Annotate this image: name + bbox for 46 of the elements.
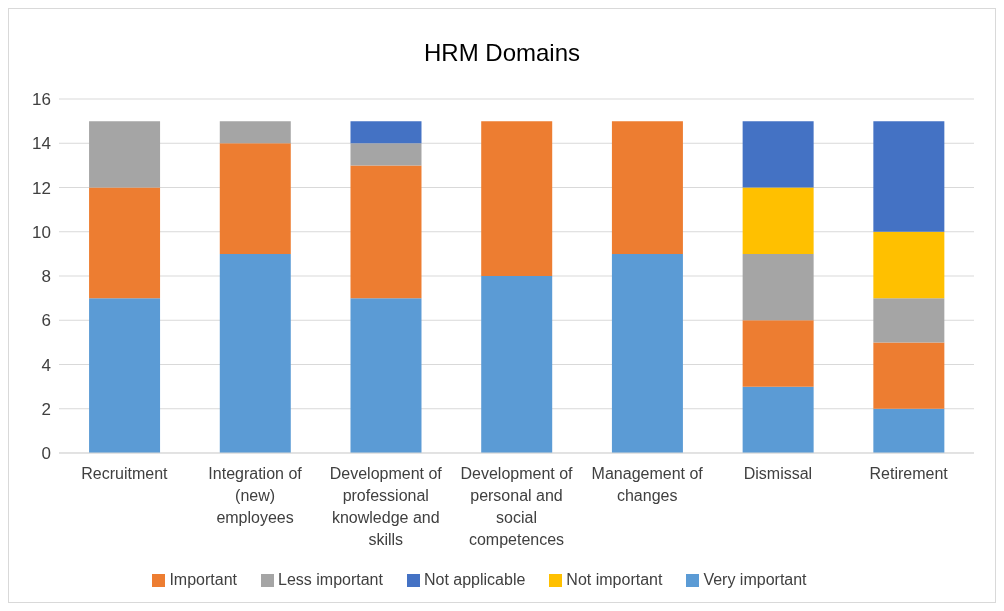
legend-label: Very important	[703, 571, 807, 588]
bar	[350, 121, 422, 144]
bar	[350, 298, 422, 453]
x-tick-label: Integration of (new) employees	[208, 465, 303, 526]
bar	[611, 253, 683, 453]
bar	[219, 121, 291, 144]
bar	[611, 121, 683, 254]
y-tick-label: 14	[32, 134, 51, 154]
x-tick-label: Dismissal	[743, 465, 813, 482]
bar	[873, 298, 945, 343]
bar	[350, 143, 422, 166]
x-tick-label: Recruitment	[81, 465, 169, 482]
bar	[481, 121, 553, 276]
bar	[742, 187, 814, 254]
x-tick-label: Management of changes	[591, 465, 704, 504]
legend-label: Not applicable	[423, 571, 526, 588]
y-tick-label: 12	[32, 178, 51, 198]
bar	[89, 121, 161, 188]
y-tick-label: 0	[41, 444, 51, 464]
bar	[89, 187, 161, 299]
bar	[89, 298, 161, 453]
y-tick-label: 10	[32, 222, 51, 242]
bar	[742, 386, 814, 453]
bar	[742, 320, 814, 387]
x-tick-label: Retirement	[869, 465, 949, 482]
legend-label: Not important	[566, 571, 663, 588]
y-tick-label: 8	[41, 267, 51, 287]
y-tick-label: 6	[41, 311, 51, 331]
legend-label: Important	[169, 571, 238, 588]
bar	[481, 276, 553, 453]
bar	[873, 121, 945, 232]
y-tick-label: 2	[41, 399, 51, 419]
bar	[742, 253, 814, 321]
legend-label: Less important	[278, 571, 383, 588]
x-tick-label: Development of personal and social competences	[460, 465, 574, 548]
bar	[219, 143, 291, 254]
bar	[873, 408, 945, 453]
bar	[219, 253, 291, 453]
bar	[742, 121, 814, 188]
y-tick-label: 4	[41, 355, 51, 375]
x-tick-label: Development of professional knowledge and skills	[329, 465, 443, 548]
chart-title: HRM Domains	[423, 38, 581, 68]
bar	[350, 165, 422, 299]
bar	[873, 342, 945, 409]
bar	[873, 231, 945, 299]
y-tick-label: 16	[32, 90, 51, 110]
